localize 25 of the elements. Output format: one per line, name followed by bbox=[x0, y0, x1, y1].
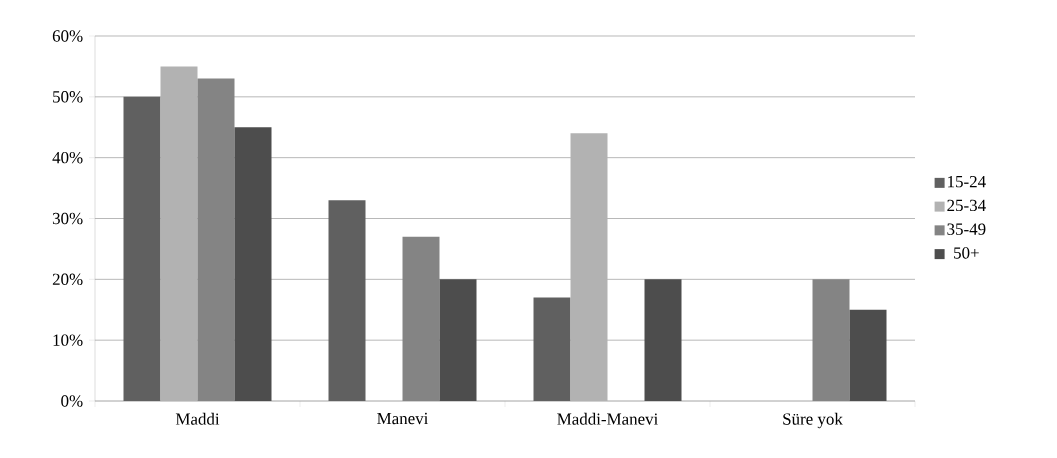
legend-label: 15-24 bbox=[948, 175, 986, 188]
legend-label: 50+ bbox=[954, 247, 979, 259]
bar bbox=[533, 297, 571, 401]
bar bbox=[197, 78, 235, 401]
y-tick-label: 10% bbox=[53, 334, 83, 346]
y-tick-label: 0% bbox=[61, 395, 83, 407]
bar bbox=[849, 309, 887, 401]
x-tick-label: Maddi bbox=[175, 412, 220, 425]
bar bbox=[234, 127, 272, 401]
y-tick-label: 40% bbox=[52, 151, 83, 164]
bar bbox=[402, 236, 440, 401]
y-tick-label: 60% bbox=[52, 30, 83, 42]
legend-label: 25-34 bbox=[947, 199, 986, 212]
bar bbox=[644, 279, 682, 401]
bar bbox=[328, 200, 366, 401]
y-tick-label: 20% bbox=[52, 273, 83, 286]
legend-label: 35-49 bbox=[947, 223, 986, 235]
x-tick-label: Süre yok bbox=[783, 412, 843, 429]
bar bbox=[439, 279, 477, 401]
x-tick-label: Maddi-Manevi bbox=[557, 412, 658, 425]
bar bbox=[812, 279, 850, 401]
y-tick-label: 30% bbox=[52, 212, 83, 225]
bar bbox=[123, 96, 161, 401]
x-tick-label: Manevi bbox=[377, 412, 429, 425]
y-tick-label: 50% bbox=[53, 91, 83, 103]
